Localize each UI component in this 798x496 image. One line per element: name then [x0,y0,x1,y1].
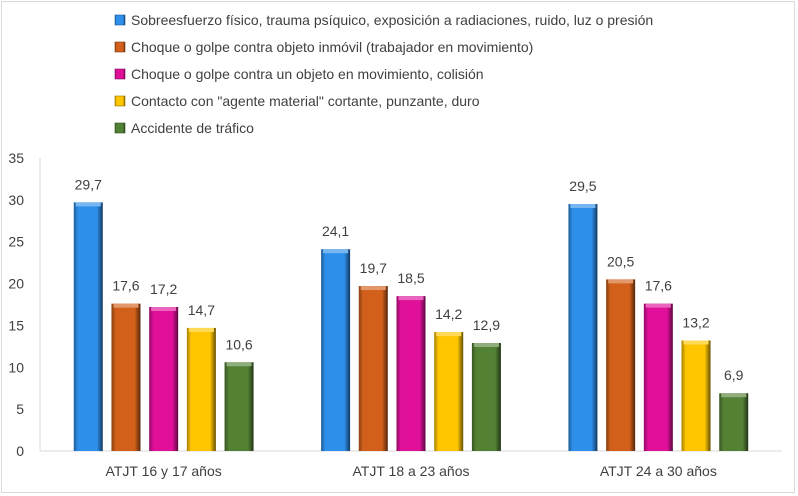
y-tick-label: 35 [8,150,24,166]
data-label: 19,7 [360,260,387,276]
data-label: 17,6 [645,278,672,294]
bar [471,343,501,451]
legend-label: Contacto con "agente material" cortante,… [131,93,480,109]
bar-bevel [113,303,139,308]
legend-swatch [114,122,126,134]
legend-swatch [114,14,126,26]
y-tick-label: 10 [8,359,24,375]
bar-bevel [608,279,634,284]
legend-label: Choque o golpe contra objeto inmóvil (tr… [131,39,533,55]
bar [111,303,141,451]
bar-bevel [645,303,671,308]
data-label: 29,5 [569,178,596,194]
bar-bevel [360,286,386,291]
y-tick-label: 0 [16,443,24,459]
bar [606,279,636,451]
bar-bevel [436,332,462,337]
data-label: 14,7 [188,302,215,318]
legend: Sobreesfuerzo físico, trauma psíquico, e… [114,12,653,136]
legend-swatch [114,68,126,80]
bar-bevel [473,343,499,348]
bar-bevel [683,340,709,345]
bar [224,362,254,451]
data-label: 17,2 [150,281,177,297]
bar-bevel [188,327,214,332]
y-tick-label: 30 [8,192,24,208]
bar [396,296,426,451]
x-tick-label: ATJT 18 a 23 años [353,463,470,479]
y-tick-label: 20 [8,276,24,292]
bar-bevel [323,249,349,254]
y-tick-label: 5 [16,401,24,417]
legend-label: Accidente de tráfico [131,120,254,136]
data-label: 18,5 [397,270,424,286]
data-label: 24,1 [322,223,349,239]
x-tick-label: ATJT 16 y 17 años [106,463,222,479]
bars: 29,7 17,6 17,2 14,7 10,6 24,1 19,7 18,5 14,2 12,9… [73,176,749,451]
bar [434,332,464,451]
data-label: 14,2 [435,306,462,322]
legend-swatch [114,41,126,53]
bar-bevel [721,393,747,398]
y-tick-label: 25 [8,234,24,250]
bar-bevel [151,307,177,312]
data-label: 6,9 [724,367,744,383]
bar [186,327,216,451]
data-label: 29,7 [75,176,102,192]
bar-bevel [75,202,101,207]
x-tick-label: ATJT 24 a 30 años [600,463,717,479]
bar-bevel [570,204,596,209]
legend-swatch [114,95,126,107]
bar [568,204,598,451]
data-label: 20,5 [607,253,634,269]
bar [73,202,103,451]
data-label: 17,6 [112,278,139,294]
bar [149,307,179,451]
bar [358,286,388,451]
bar-bevel [226,362,252,367]
data-label: 13,2 [682,314,709,330]
legend-label: Choque o golpe contra un objeto en movim… [131,66,484,82]
bar [643,303,673,451]
axes: 0 5 10 15 20 25 30 35 ATJT 16 y 17 años ATJT 18 a… [8,150,782,479]
bar [681,340,711,451]
data-label: 10,6 [225,336,252,352]
bar-bevel [398,296,424,301]
bar [321,249,351,451]
legend-label: Sobreesfuerzo físico, trauma psíquico, e… [131,12,653,28]
data-label: 12,9 [473,317,500,333]
bar [719,393,749,451]
y-tick-label: 15 [8,317,24,333]
